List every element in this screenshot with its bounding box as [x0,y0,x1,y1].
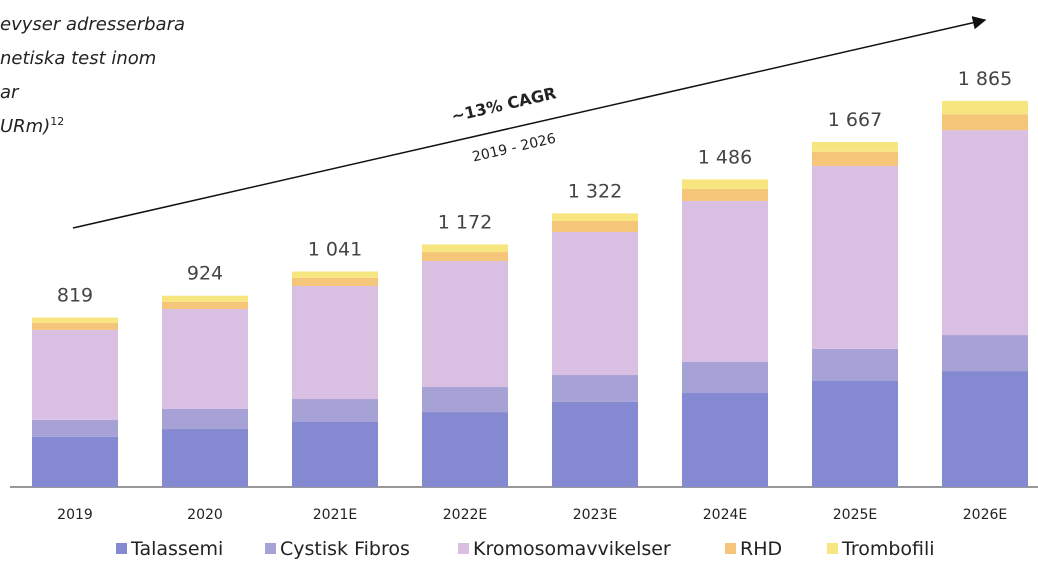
x-tick-label: 2026E [963,507,1007,523]
bar-segment [292,286,378,400]
bar-segment [422,244,508,253]
title-line: ar [0,82,20,103]
bar-segment [292,271,378,278]
bar-segment [552,221,638,232]
bar-segment [32,317,118,323]
legend-label: Trombofili [841,538,935,560]
legend-swatch [458,543,469,554]
total-label: 1 172 [438,211,492,233]
title-superscript: 12 [50,115,64,128]
bar-segment [292,399,378,423]
trend-arrow [72,16,987,229]
x-tick-label: 2023E [573,507,617,523]
cagr-label: ~13% CAGR [450,83,558,126]
bar-segment [682,179,768,189]
x-tick-label: 2020 [187,507,223,523]
bar-segment [812,151,898,166]
legend-swatch [725,543,736,554]
bar-segment [682,393,768,487]
bar-segment [32,419,118,437]
x-tick-label: 2021E [313,507,357,523]
bar-segment [682,200,768,362]
bar-segment [812,381,898,487]
bar-segment [422,260,508,388]
total-label: 1 322 [568,180,622,202]
legend-label: Cystisk Fibros [280,538,410,560]
bar-segment [32,322,118,330]
bar-segment [942,114,1028,131]
bar-segment [942,130,1028,336]
bar-segment [812,165,898,349]
bar-segment [552,401,638,487]
bar-segment [292,277,378,287]
x-tick-label: 2022E [443,507,487,523]
bar-segment [292,422,378,487]
title-line-text: URm) [0,116,50,137]
bar-segment [682,188,768,201]
bar-segment [552,213,638,222]
bar-segment [812,141,898,152]
bar-segment [422,252,508,261]
bar-segment [812,348,898,382]
legend-swatch [265,543,276,554]
legend-swatch [827,543,838,554]
legend-label: RHD [740,538,782,560]
x-tick-label: 2024E [703,507,747,523]
bar-segment [942,335,1028,372]
bar-segment [162,308,248,409]
title-line: evyser adresserbara [0,14,185,35]
bar-segment [942,100,1028,115]
bar-segment [552,375,638,402]
title-line: netiska test inom [0,48,156,69]
total-label: 1 667 [828,109,882,131]
bar-segment [162,408,248,430]
total-label: 1 041 [308,239,362,261]
bar-segment [162,429,248,487]
legend-label: Kromosomavvikelser [473,538,671,560]
bar-segment [32,329,118,420]
x-tick-label: 2019 [57,507,93,523]
bar-segment [32,436,118,487]
title-line: URm)12 [0,115,64,137]
bar-segment [422,412,508,487]
legend-label: Talassemi [130,538,223,560]
bar-segment [552,231,638,376]
x-tick-label: 2025E [833,507,877,523]
bar-segment [422,387,508,413]
bar-segment [162,301,248,309]
total-label: 1 486 [698,146,752,168]
total-label: 819 [57,284,93,306]
bar-segment [682,361,768,394]
cagr-period: 2019 - 2026 [471,131,558,166]
total-label: 924 [187,263,223,285]
bar-segment [942,371,1028,487]
total-label: 1 865 [958,68,1012,90]
bar-segment [162,295,248,302]
legend-swatch [116,543,127,554]
